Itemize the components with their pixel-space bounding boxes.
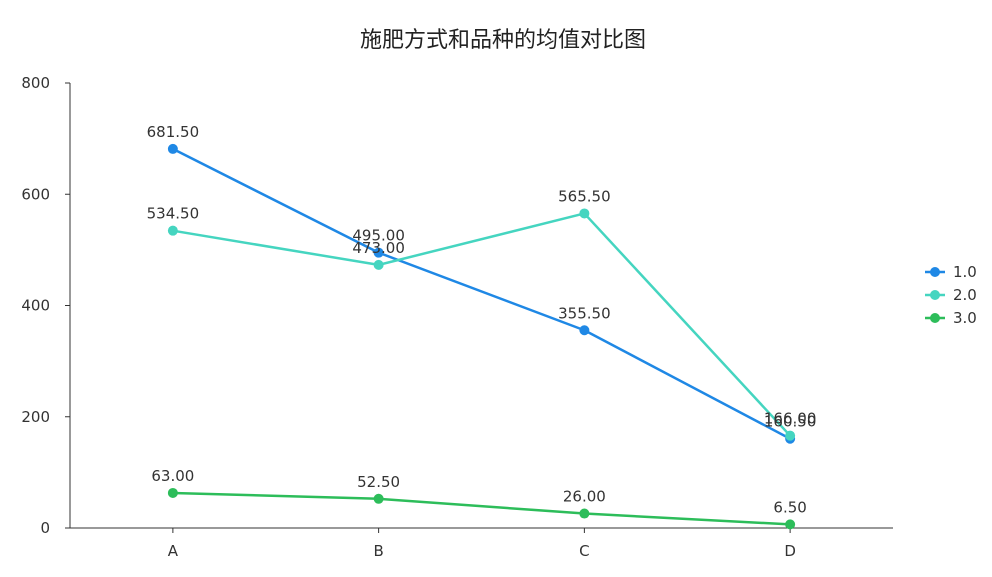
axes: 0 200 400 600 800 A B C D xyxy=(21,74,893,560)
data-label: 495.00 xyxy=(352,227,405,245)
data-label: 63.00 xyxy=(151,467,194,485)
legend-marker xyxy=(930,313,940,323)
x-tick-label: A xyxy=(168,542,179,560)
data-point[interactable] xyxy=(373,247,384,258)
data-label: 6.50 xyxy=(773,498,806,516)
series-line-2.0 xyxy=(172,212,792,437)
data-point[interactable] xyxy=(785,430,796,441)
legend-marker xyxy=(930,290,940,300)
data-labels: 681.50 495.00 355.50 160.50 534.50 473.00 565.… xyxy=(147,123,817,516)
data-label: 160.50 xyxy=(764,413,817,431)
data-point[interactable] xyxy=(579,208,590,219)
series-line-3.0 xyxy=(172,491,791,526)
x-tick-label: B xyxy=(373,542,383,560)
y-tick-label: 0 xyxy=(40,519,50,537)
data-label: 166.00 xyxy=(764,410,817,428)
series-line-1.0 xyxy=(172,147,791,440)
legend-item-2.0[interactable]: 2.0 xyxy=(925,286,977,304)
legend-item-1.0[interactable]: 1.0 xyxy=(925,263,977,281)
data-point[interactable] xyxy=(373,259,384,270)
y-tick-label: 600 xyxy=(21,185,50,203)
legend-label: 2.0 xyxy=(953,286,977,304)
data-point[interactable] xyxy=(167,143,178,154)
legend-marker xyxy=(930,267,940,277)
y-tick-label: 400 xyxy=(21,297,50,315)
data-point[interactable] xyxy=(167,487,178,498)
x-tick-label: C xyxy=(579,542,589,560)
data-point[interactable] xyxy=(579,325,590,336)
data-label: 52.50 xyxy=(357,473,400,491)
data-label: 565.50 xyxy=(558,187,611,205)
legend: 1.0 2.0 3.0 xyxy=(925,263,977,327)
x-tick-label: D xyxy=(784,542,796,560)
legend-label: 1.0 xyxy=(953,263,977,281)
y-tick-label: 200 xyxy=(21,408,50,426)
legend-label: 3.0 xyxy=(953,309,977,327)
data-point[interactable] xyxy=(167,225,178,236)
data-label: 473.00 xyxy=(352,239,405,257)
data-label: 681.50 xyxy=(147,123,200,141)
chart-title: 施肥方式和品种的均值对比图 xyxy=(360,28,646,53)
data-label: 26.00 xyxy=(563,488,606,506)
data-point[interactable] xyxy=(373,493,384,504)
y-tick-label: 800 xyxy=(21,74,50,92)
series-layer xyxy=(167,143,796,530)
data-label: 534.50 xyxy=(147,205,200,223)
data-point[interactable] xyxy=(579,508,590,519)
data-point[interactable] xyxy=(785,519,796,530)
legend-item-3.0[interactable]: 3.0 xyxy=(925,309,977,327)
data-label: 355.50 xyxy=(558,304,611,322)
